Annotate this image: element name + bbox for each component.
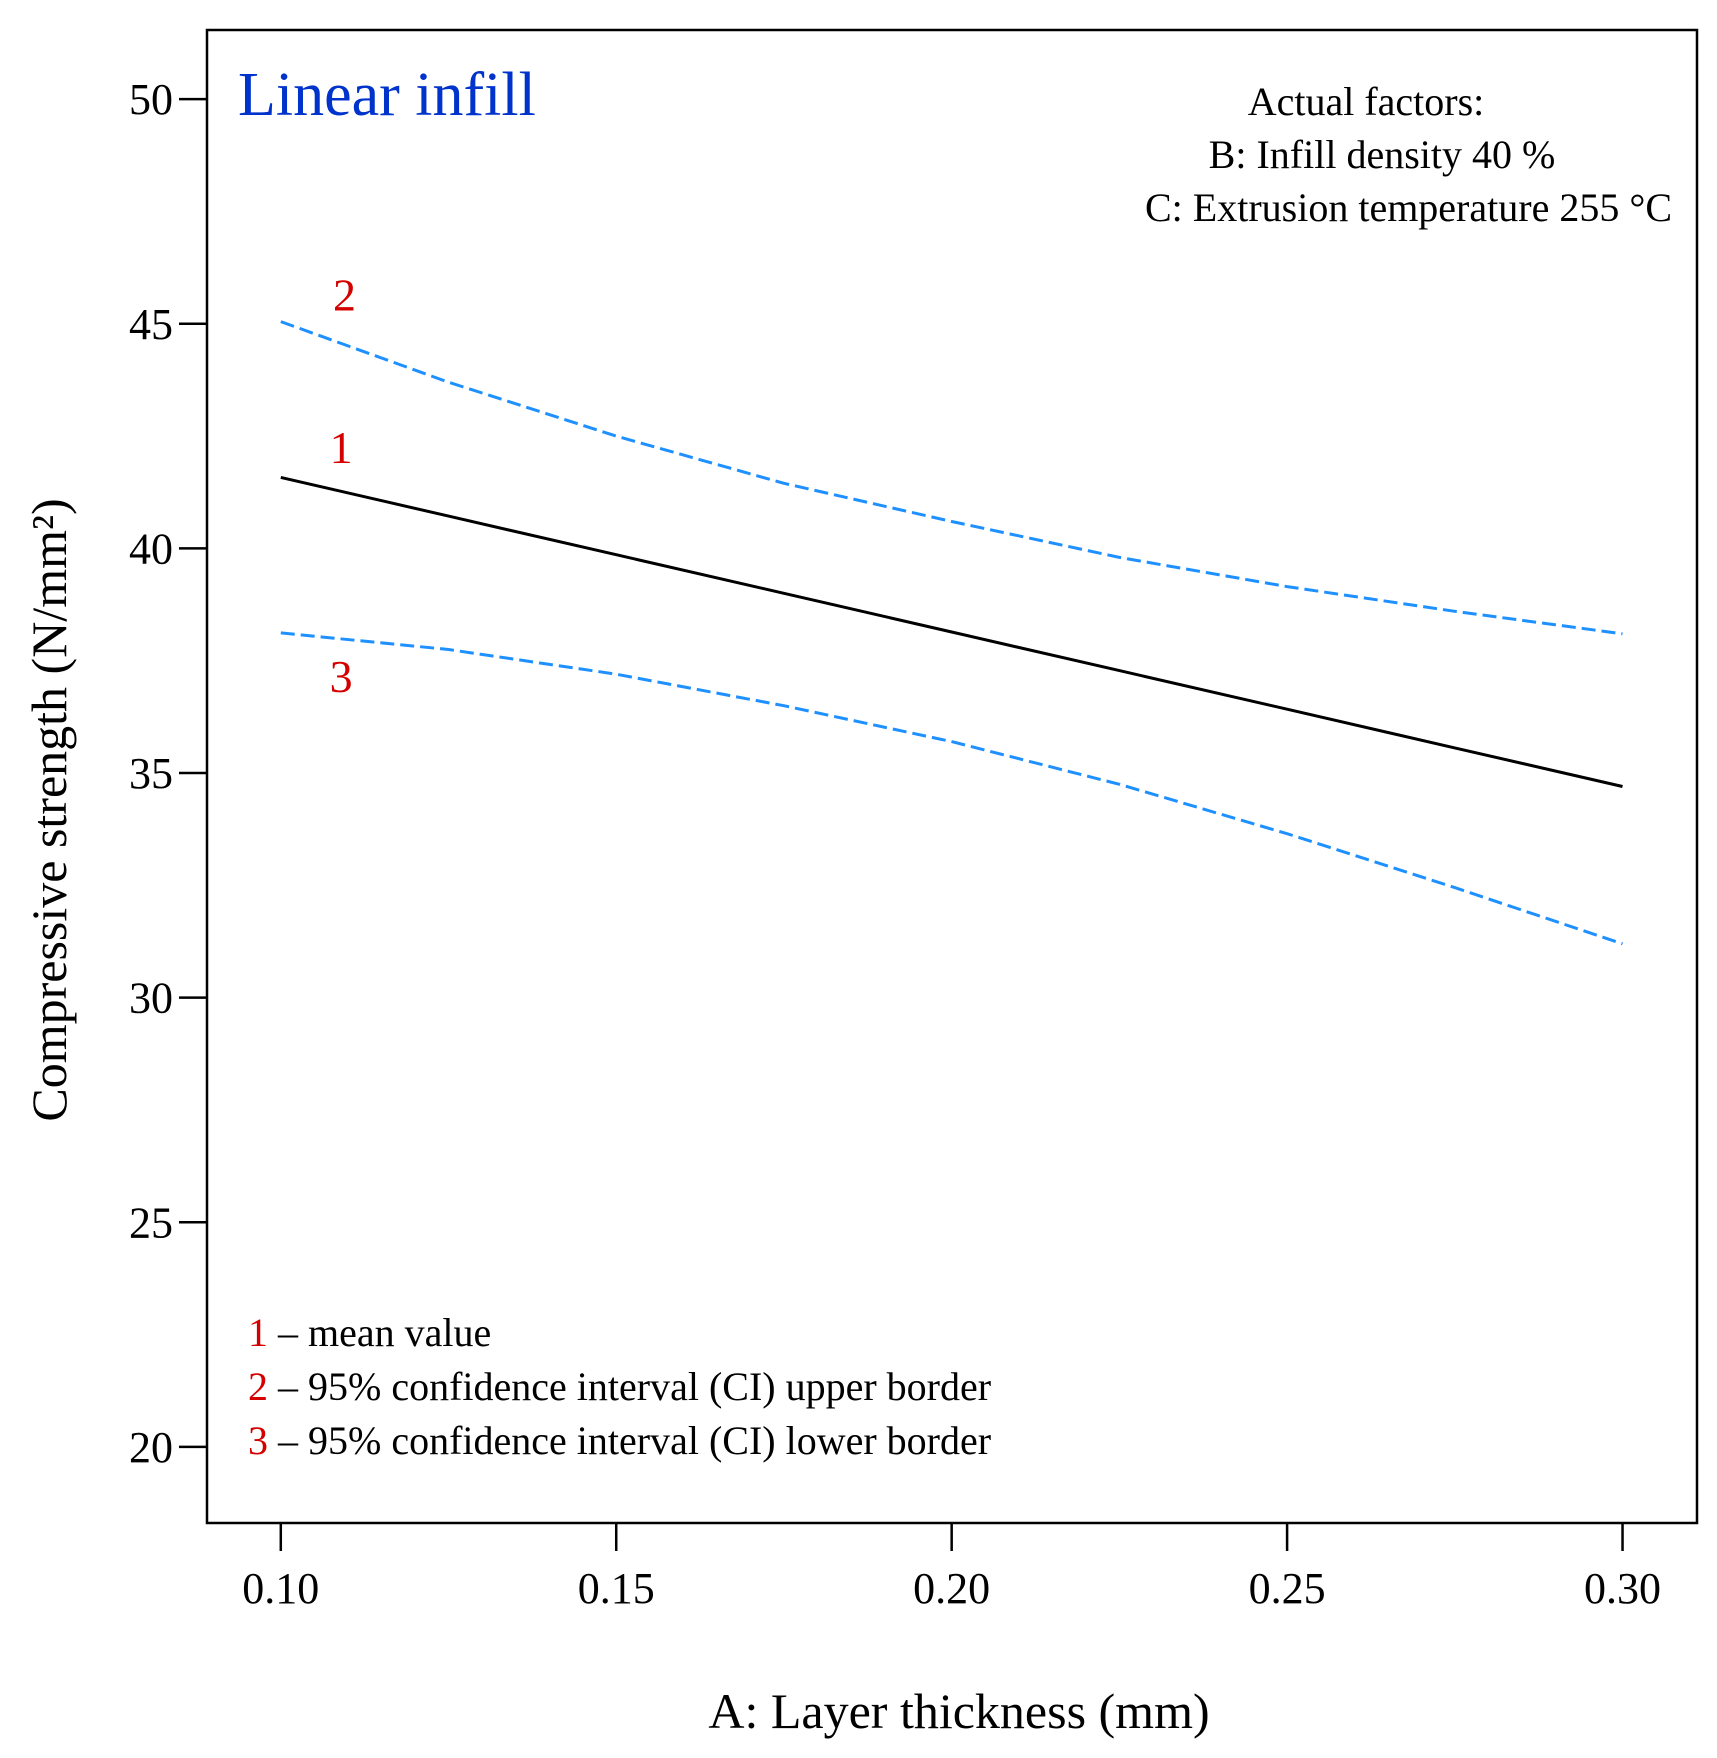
legend-item-3-text: – 95% confidence interval (CI) lower bor…	[268, 1418, 991, 1463]
y-tick-label-5: 45	[129, 300, 173, 349]
actual-factors-heading: Actual factors:	[1248, 79, 1485, 124]
legend-item-2-text: – 95% confidence interval (CI) upper bor…	[268, 1364, 991, 1409]
x-axis-title: A: Layer thickness (mm)	[708, 1683, 1209, 1739]
panel-title: Linear infill	[238, 61, 536, 129]
legend-item-2-number: 2	[248, 1364, 268, 1409]
series-line-3	[280, 631, 1623, 946]
series-line-2	[280, 320, 1623, 636]
x-tick-label-0: 0.10	[242, 1564, 319, 1613]
legend-item-3-number: 3	[248, 1418, 268, 1463]
curve-labels: 1 2 3	[330, 269, 356, 702]
series-line-1	[280, 475, 1623, 788]
legend-item-1-text: – mean value	[268, 1310, 491, 1355]
series-layer	[280, 320, 1623, 946]
y-tick-label-2: 30	[129, 974, 173, 1023]
y-axis-ticks: 20 25 30 35 40 45 50	[129, 75, 207, 1472]
y-tick-label-1: 25	[129, 1198, 173, 1247]
curve-label-1: 1	[330, 422, 353, 473]
factor-c-text: C: Extrusion temperature 255 °C	[1145, 185, 1672, 230]
y-tick-label-4: 40	[129, 524, 173, 573]
legend: 1 – mean value 2 – 95% confidence interv…	[248, 1310, 991, 1463]
x-tick-label-1: 0.15	[578, 1564, 655, 1613]
curve-label-3: 3	[330, 651, 353, 702]
legend-item-2: 2 – 95% confidence interval (CI) upper b…	[248, 1364, 991, 1409]
plot-frame	[205, 28, 1699, 1525]
y-tick-label-3: 35	[129, 749, 173, 798]
y-tick-label-0: 20	[129, 1423, 173, 1472]
factor-b-text: B: Infill density 40 %	[1209, 132, 1556, 177]
legend-item-1-number: 1	[248, 1310, 268, 1355]
x-tick-label-4: 0.30	[1584, 1564, 1661, 1613]
y-tick-label-6: 50	[129, 75, 173, 124]
legend-item-1: 1 – mean value	[248, 1310, 491, 1355]
curve-label-2: 2	[333, 269, 356, 320]
y-axis-title: Compressive strength (N/mm²)	[21, 498, 77, 1121]
x-axis-ticks: 0.10 0.15 0.20 0.25 0.30	[242, 1523, 1661, 1613]
x-tick-label-3: 0.25	[1249, 1564, 1326, 1613]
legend-item-3: 3 – 95% confidence interval (CI) lower b…	[248, 1418, 991, 1463]
x-tick-label-2: 0.20	[913, 1564, 990, 1613]
